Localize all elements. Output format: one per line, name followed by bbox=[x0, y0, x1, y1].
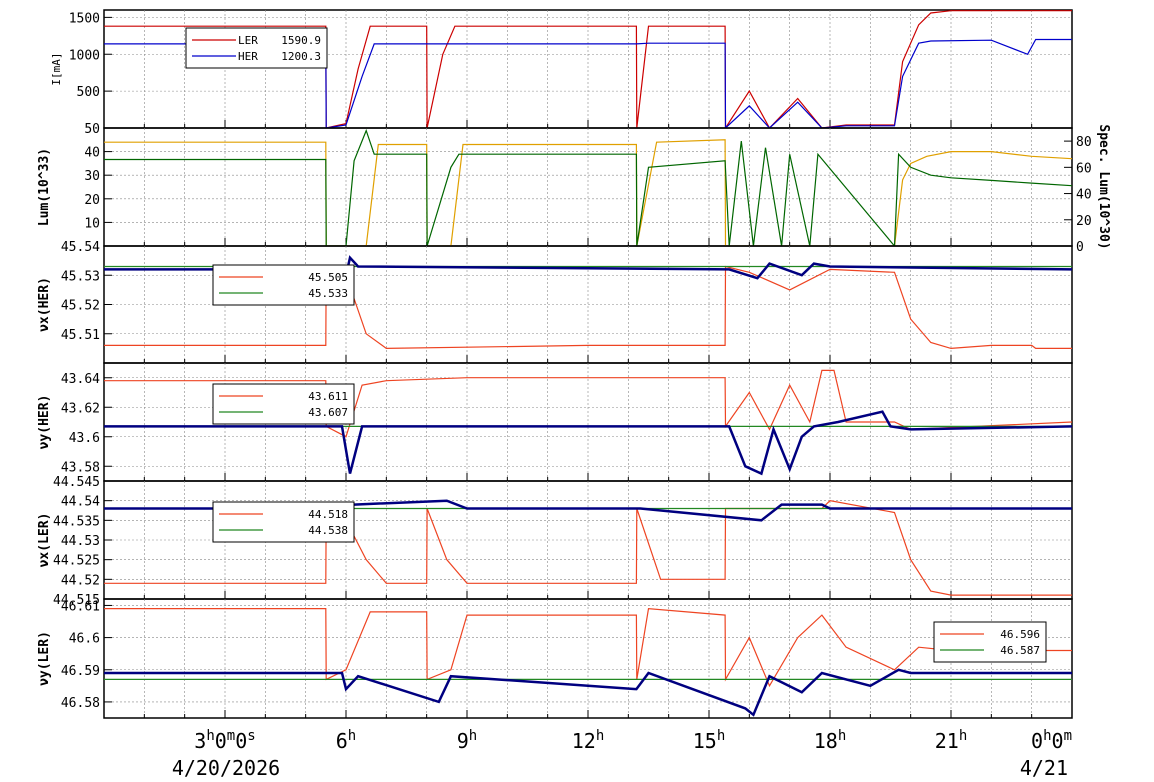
legend-box bbox=[212, 383, 355, 425]
y-tick-label: 46.59 bbox=[61, 664, 100, 679]
y-tick-label: 44.54 bbox=[61, 495, 100, 510]
y-tick-label: 1000 bbox=[69, 48, 100, 63]
legend: LER 1590.9 HER 1200.3 bbox=[185, 27, 328, 69]
legend-value: 1590.9 bbox=[281, 34, 321, 47]
y-axis-title: νx(LER) bbox=[37, 513, 52, 568]
y-axis-title: I[mA] bbox=[50, 52, 63, 85]
y-tick-label: 44.515 bbox=[53, 593, 100, 608]
series-line-measured bbox=[104, 668, 1072, 717]
legend: 43.611 43.607 bbox=[212, 383, 355, 425]
y-tick-label: 45.52 bbox=[61, 299, 100, 314]
y-right-tick-label: 0 bbox=[1076, 240, 1084, 255]
y-tick-label: 45.51 bbox=[61, 328, 100, 343]
y-axis-title: νx(HER) bbox=[37, 277, 52, 332]
y-tick-label: 46.58 bbox=[61, 696, 100, 711]
y-tick-label: 44.53 bbox=[61, 534, 100, 549]
y-tick-label: 43.62 bbox=[61, 401, 100, 416]
x-tick-label: 15h bbox=[693, 728, 726, 753]
y-tick-label: 44.525 bbox=[53, 554, 100, 569]
legend-value: 46.596 bbox=[1000, 628, 1040, 641]
legend-box bbox=[185, 27, 328, 69]
y-tick-label: 1500 bbox=[69, 11, 100, 26]
y-tick-label: 44.545 bbox=[53, 475, 100, 490]
legend-value: 45.505 bbox=[308, 271, 348, 284]
legend-value: 44.518 bbox=[308, 508, 348, 521]
series-line-setpoint bbox=[104, 369, 1072, 438]
x-tick-label: 9h bbox=[457, 728, 477, 753]
y-tick-label: 43.58 bbox=[61, 460, 100, 475]
legend-value: 46.587 bbox=[1000, 644, 1040, 657]
x-tick-label: 21h bbox=[935, 728, 968, 753]
legend-value: 43.607 bbox=[308, 406, 348, 419]
panel-6: 46.58 46.59 46.6 46.61 νy(LER) 46.596 46.587 bbox=[37, 598, 1073, 719]
legend: 45.505 45.533 bbox=[212, 264, 355, 306]
y-tick-label: 45.54 bbox=[61, 240, 100, 255]
x-tick-label: 18h bbox=[814, 728, 847, 753]
y-right-tick-label: 60 bbox=[1076, 161, 1092, 176]
legend-name: LER bbox=[238, 34, 258, 47]
panel-3: 45.51 45.52 45.53 45.54 νx(HER) 45.505 45.533 bbox=[37, 240, 1073, 364]
x-tick-label: 6h bbox=[336, 728, 356, 753]
x-date-end: 4/21 bbox=[1020, 756, 1068, 780]
panel-2: 10 20 30 40 50 Lum(10^33) 0 20 40 60 80 Spec. Lum(1… bbox=[37, 122, 1111, 255]
legend-value: 45.533 bbox=[308, 287, 348, 300]
y-right-tick-label: 80 bbox=[1076, 135, 1092, 150]
series-line-ler bbox=[104, 10, 1072, 128]
y-tick-label: 500 bbox=[77, 85, 100, 100]
y-tick-label: 46.61 bbox=[61, 599, 100, 614]
x-tick-label: 3h0m0s bbox=[194, 728, 255, 753]
y-tick-label: 46.6 bbox=[69, 632, 100, 647]
panel-1: 500 1000 1500 I[mA] LER 1590.9 HER 1200.3 bbox=[50, 9, 1073, 129]
y-tick-label: 20 bbox=[84, 193, 100, 208]
series-line-setpoint bbox=[104, 500, 1072, 596]
x-tick-label: 12h bbox=[572, 728, 605, 753]
y-tick-label: 30 bbox=[84, 169, 100, 184]
legend-box bbox=[933, 621, 1047, 663]
y-right-axis-title: Spec. Lum(10^30) bbox=[1096, 124, 1111, 249]
series-line-measured bbox=[104, 410, 1072, 476]
y-tick-label: 43.6 bbox=[69, 431, 100, 446]
y-tick-label: 50 bbox=[84, 122, 100, 137]
y-right-tick-label: 20 bbox=[1076, 214, 1092, 229]
y-axis-title: Lum(10^33) bbox=[37, 148, 52, 226]
series-line-spec-lum bbox=[104, 128, 1072, 246]
y-right-tick-label: 40 bbox=[1076, 188, 1092, 203]
y-axis-title: νy(LER) bbox=[37, 631, 52, 686]
legend-box bbox=[212, 264, 355, 306]
y-tick-label: 45.53 bbox=[61, 269, 100, 284]
legend-value: 44.538 bbox=[308, 524, 348, 537]
legend: 44.518 44.538 bbox=[212, 501, 355, 543]
y-axis-title: νy(HER) bbox=[37, 395, 52, 450]
y-tick-label: 10 bbox=[84, 216, 100, 231]
legend-value: 1200.3 bbox=[281, 50, 321, 63]
series-line-setpoint bbox=[104, 607, 1072, 688]
y-tick-label: 44.535 bbox=[53, 514, 100, 529]
legend: 46.596 46.587 bbox=[933, 621, 1047, 663]
y-tick-label: 43.64 bbox=[61, 372, 100, 387]
x-tick-label: 0h0m bbox=[1031, 728, 1072, 753]
legend-value: 43.611 bbox=[308, 390, 348, 403]
panel-5: 44.515 44.52 44.525 44.53 44.535 44.54 44.545 ν… bbox=[37, 475, 1073, 608]
legend-name: HER bbox=[238, 50, 258, 63]
y-tick-label: 44.52 bbox=[61, 573, 100, 588]
legend-box bbox=[212, 501, 355, 543]
panel-4: 43.58 43.6 43.62 43.64 νy(HER) 43.611 43.607 bbox=[37, 362, 1073, 482]
series-line-lum bbox=[104, 139, 1072, 246]
y-tick-label: 40 bbox=[84, 146, 100, 161]
series-line-her bbox=[104, 38, 1072, 128]
x-date-start: 4/20/2026 bbox=[172, 756, 280, 780]
